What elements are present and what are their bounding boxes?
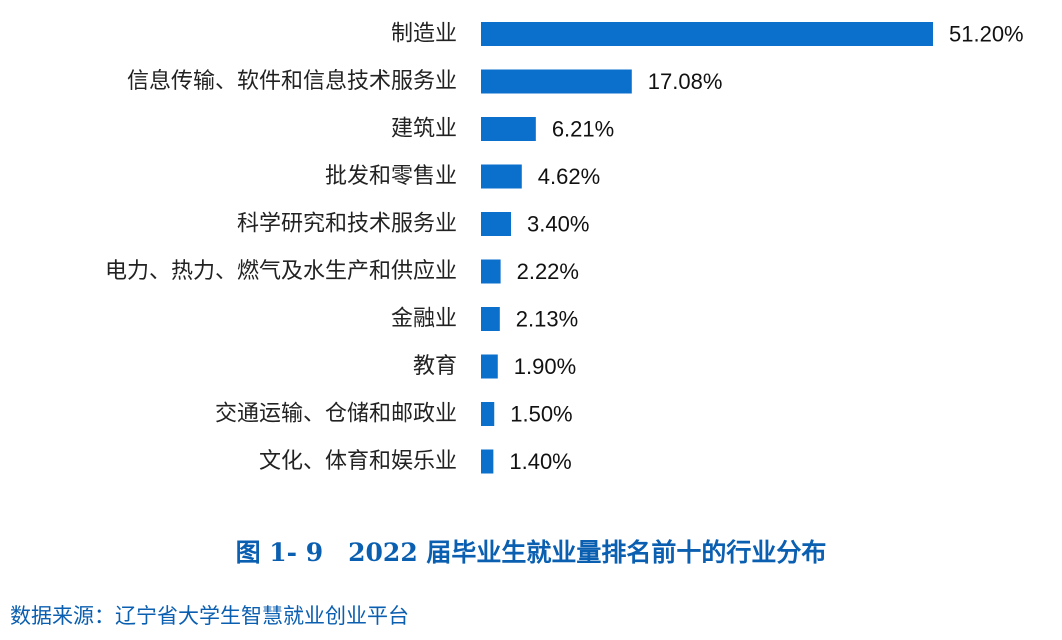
bar — [481, 449, 494, 474]
bar — [481, 402, 495, 426]
data-source: 数据来源：辽宁省大学生智慧就业创业平台 — [10, 604, 409, 628]
bar — [481, 69, 632, 94]
bar — [481, 164, 522, 189]
value-label: 1.90% — [514, 354, 576, 379]
category-label: 科学研究和技术服务业 — [237, 212, 457, 237]
category-label: 批发和零售业 — [325, 164, 457, 189]
category-label: 制造业 — [391, 22, 457, 47]
category-label: 文化、体育和娱乐业 — [259, 449, 457, 474]
bar — [481, 259, 501, 284]
bar — [481, 307, 500, 331]
value-label: 3.40% — [527, 212, 589, 237]
bar — [481, 354, 498, 379]
category-label: 电力、热力、燃气及水生产和供应业 — [105, 259, 457, 284]
category-label: 信息传输、软件和信息技术服务业 — [127, 69, 457, 94]
category-label: 教育 — [413, 354, 457, 379]
category-label: 交通运输、仓储和邮政业 — [215, 402, 457, 427]
value-label: 1.40% — [509, 449, 571, 474]
category-label: 建筑业 — [391, 117, 457, 142]
figure-caption: 图 1- 9 2022 届毕业生就业量排名前十的行业分布 — [235, 538, 827, 567]
value-label: 6.21% — [552, 117, 614, 142]
value-label: 1.50% — [510, 402, 572, 427]
value-label: 4.62% — [538, 164, 600, 189]
bar-chart: 制造业 51.20% 信息传输、软件和信息技术服务业 17.08% 建筑业 6.21% 批发… — [105, 22, 1024, 475]
bar — [481, 117, 536, 141]
bar — [481, 212, 512, 236]
value-label: 2.22% — [517, 259, 579, 284]
bar — [481, 22, 933, 46]
value-label: 2.13% — [516, 307, 578, 332]
category-label: 金融业 — [391, 307, 457, 332]
value-label: 51.20% — [949, 22, 1024, 47]
value-label: 17.08% — [648, 69, 723, 94]
